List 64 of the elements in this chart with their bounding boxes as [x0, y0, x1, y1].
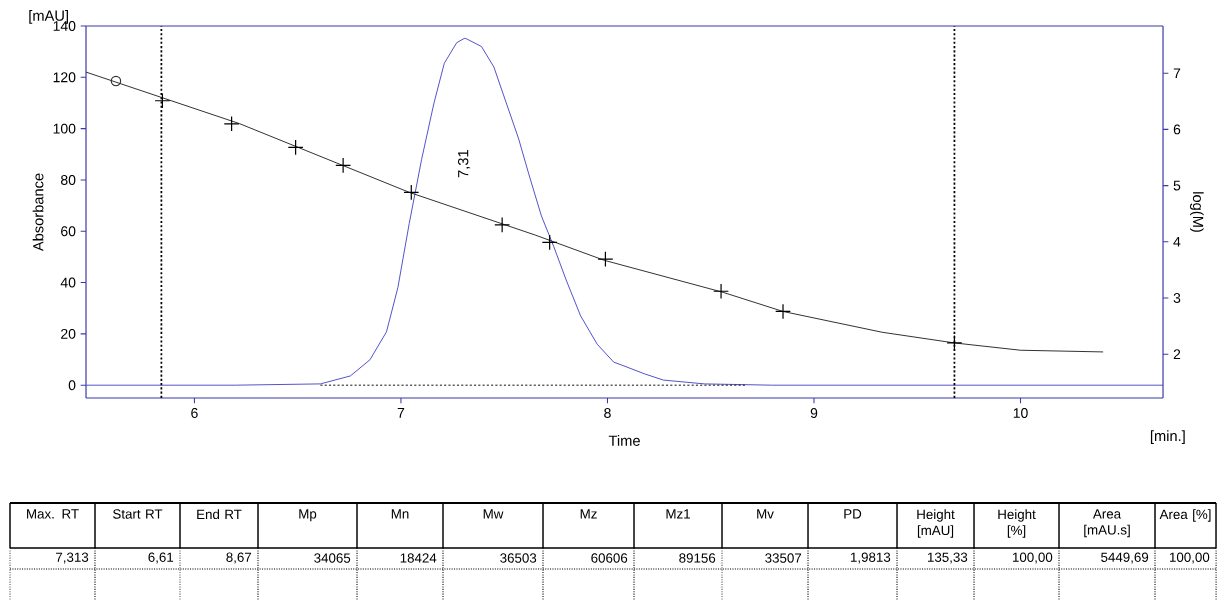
point: [494, 216, 511, 233]
point: [946, 335, 963, 351]
text: Mn: [391, 509, 409, 519]
text: Max. RT: [27, 509, 79, 519]
text: Height [%]: [998, 509, 1036, 538]
point: [403, 184, 420, 201]
y-axis-title: Absorbance: [32, 173, 44, 252]
y2-tick-label: 2: [1173, 349, 1181, 360]
y-tick-label: 40: [60, 277, 76, 288]
y-tick-label: 20: [61, 328, 76, 339]
text: Height [mAU]: [917, 509, 955, 538]
x-tick-label: 7: [397, 408, 405, 418]
text: 60606: [591, 553, 628, 563]
text: Start RT: [113, 509, 163, 519]
text: 1,9813: [850, 552, 891, 564]
annotation: 7,31: [457, 150, 471, 178]
text: [min.]: [1150, 430, 1185, 444]
text: Area [mAU.s]: [1084, 509, 1130, 538]
text: 8,67: [226, 552, 252, 564]
text: 135,33: [927, 552, 968, 564]
point: [223, 115, 240, 132]
y2-tick-label: 4: [1173, 236, 1181, 247]
point: [287, 139, 304, 156]
point: [775, 303, 791, 320]
text: Mv: [757, 509, 774, 519]
y-tick-label: 120: [53, 72, 76, 83]
text: 18424: [400, 553, 437, 563]
point: [713, 283, 729, 300]
y2-tick-label: 3: [1173, 293, 1181, 303]
text: Mw: [483, 509, 504, 519]
point: [597, 251, 614, 268]
text: Mz1: [666, 509, 690, 519]
point: [335, 157, 352, 174]
y2-tick-label: 7: [1173, 68, 1181, 79]
y-tick-label: 100: [53, 123, 76, 134]
text: 5449,69: [1101, 552, 1149, 564]
text: 36503: [500, 553, 537, 563]
text: PD: [844, 509, 862, 519]
y-tick-label: 0: [68, 380, 76, 391]
text: 89156: [679, 553, 716, 563]
text: 100,00: [1012, 552, 1053, 564]
y2-tick-label: 5: [1173, 180, 1181, 191]
text: 100,00: [1169, 552, 1210, 564]
text: Mp: [299, 509, 317, 522]
x-axis-title: Time: [608, 435, 640, 446]
text: Mz: [580, 509, 597, 519]
text: 34065: [314, 553, 351, 563]
point: [110, 75, 122, 87]
text: End RT: [197, 509, 242, 520]
y-tick-label: 60: [61, 226, 76, 237]
x-tick-label: 8: [604, 408, 611, 418]
x-tick-label: 6: [191, 408, 198, 418]
line-series: [86, 71, 1104, 353]
text: 7,313: [56, 552, 89, 564]
x-tick-label: 10: [1013, 408, 1028, 418]
y2-axis-title: log(M): [1190, 192, 1204, 232]
y-tick-label: 80: [60, 174, 76, 185]
text: 6,61: [148, 552, 174, 564]
point: [154, 92, 171, 109]
y2-tick-label: 6: [1173, 124, 1181, 135]
x-tick-label: 9: [810, 408, 818, 418]
text: 33507: [765, 553, 802, 563]
text: Area [%]: [1159, 509, 1211, 522]
point: [541, 234, 558, 251]
